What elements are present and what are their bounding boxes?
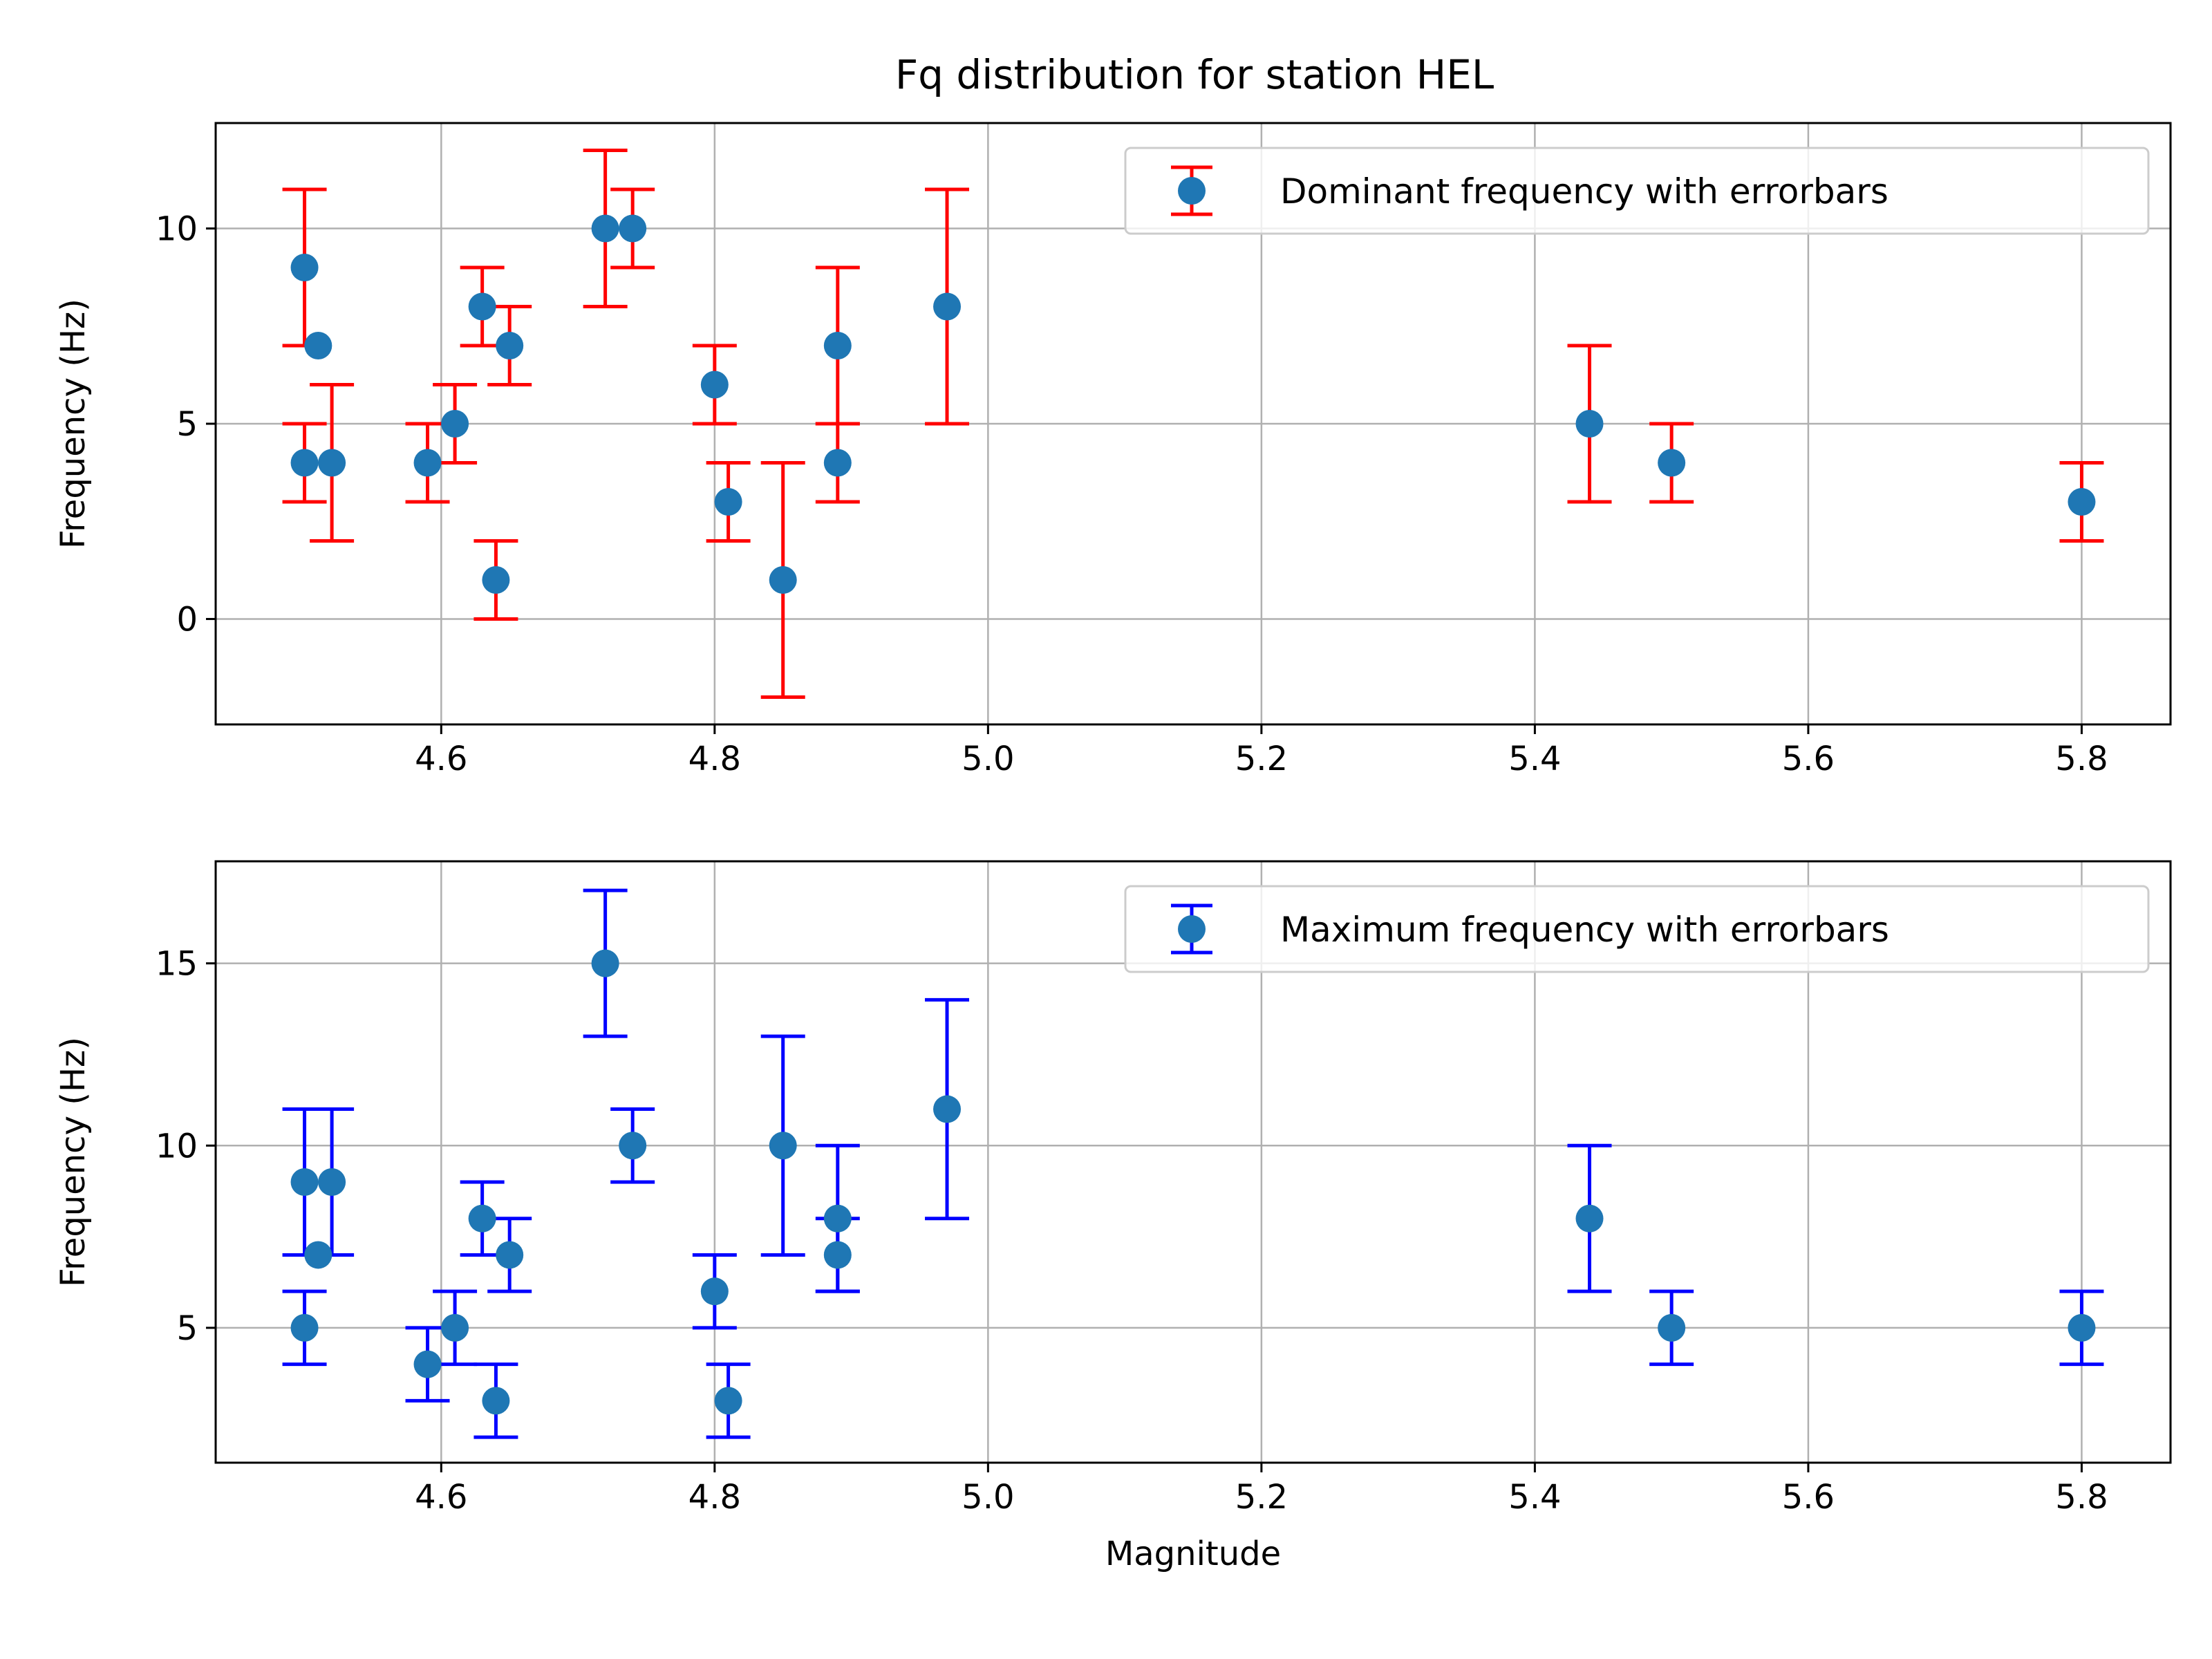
data-point <box>441 410 469 438</box>
data-point <box>823 449 852 477</box>
y-tick-label: 5 <box>176 1309 198 1348</box>
x-tick-label: 5.0 <box>962 740 1014 778</box>
data-point <box>933 292 962 321</box>
data-point <box>1575 410 1604 438</box>
data-point <box>290 254 319 282</box>
figure-title: Fq distribution for station HEL <box>895 51 1494 98</box>
data-point <box>591 949 619 977</box>
x-tick-label: 5.8 <box>2055 740 2108 778</box>
y-axis-label: Frequency (Hz) <box>54 299 93 549</box>
data-point <box>1575 1204 1604 1232</box>
x-tick-label: 5.6 <box>1782 1478 1835 1517</box>
data-point <box>290 1168 319 1196</box>
y-axis-label: Frequency (Hz) <box>54 1037 93 1287</box>
data-point <box>290 449 319 477</box>
legend-marker <box>1178 915 1206 943</box>
axes-frame <box>214 860 2172 1464</box>
x-tick-label: 5.2 <box>1235 740 1288 778</box>
data-point <box>318 449 346 477</box>
data-point <box>714 1387 742 1415</box>
data-point <box>823 332 852 360</box>
legend-box <box>1124 885 2150 973</box>
legend-label: Maximum frequency with errorbars <box>1280 910 1889 950</box>
x-tick-label: 5.0 <box>962 1478 1014 1517</box>
data-point <box>823 1241 852 1269</box>
data-point <box>413 1350 442 1378</box>
data-point <box>714 487 742 516</box>
data-point <box>468 1204 496 1232</box>
data-point <box>2068 487 2096 516</box>
x-tick-label: 5.4 <box>1508 1478 1561 1517</box>
data-point <box>1658 449 1686 477</box>
data-point <box>823 1204 852 1232</box>
legend-box <box>1124 147 2150 235</box>
y-tick-label: 0 <box>176 600 198 639</box>
data-point <box>700 371 729 399</box>
x-tick-label: 5.6 <box>1782 740 1835 778</box>
x-tick-label: 4.8 <box>688 740 741 778</box>
y-tick-label: 15 <box>156 945 198 984</box>
data-point <box>413 449 442 477</box>
data-point <box>304 1241 332 1269</box>
data-point <box>304 332 332 360</box>
data-point <box>496 332 524 360</box>
data-point <box>933 1095 962 1123</box>
chart-maximum-frequency: 4.6 4.8 5.0 5.2 5.4 5.6 5.8 5 10 15 Frequency (Hz)… <box>54 860 2172 1573</box>
x-tick-label: 4.8 <box>688 1478 741 1517</box>
x-tick-label: 4.6 <box>415 1478 467 1517</box>
chart-dominant-frequency: 4.6 4.8 5.0 5.2 5.4 5.6 5.8 0 5 10 Frequency (Hz) D… <box>54 122 2172 778</box>
x-tick-label: 5.4 <box>1508 740 1561 778</box>
data-point <box>769 1132 797 1160</box>
data-point <box>482 565 510 594</box>
data-point <box>2068 1313 2096 1342</box>
x-tick-label: 5.8 <box>2055 1478 2108 1517</box>
y-tick-label: 10 <box>156 210 198 249</box>
x-axis-label: Magnitude <box>1105 1535 1281 1573</box>
data-point <box>619 1132 647 1160</box>
data-point <box>441 1313 469 1342</box>
y-tick-label: 10 <box>156 1127 198 1165</box>
data-point <box>591 214 619 243</box>
data-point <box>468 292 496 321</box>
y-tick-label: 5 <box>176 405 198 444</box>
data-point <box>700 1277 729 1306</box>
data-point <box>318 1168 346 1196</box>
data-point <box>496 1241 524 1269</box>
x-tick-label: 5.2 <box>1235 1478 1288 1517</box>
data-point <box>482 1387 510 1415</box>
legend-marker <box>1178 177 1206 205</box>
data-point <box>290 1313 319 1342</box>
legend-label: Dominant frequency with errorbars <box>1280 171 1888 212</box>
data-point <box>1658 1313 1686 1342</box>
x-tick-label: 4.6 <box>415 740 467 778</box>
data-point <box>619 214 647 243</box>
data-point <box>769 565 797 594</box>
